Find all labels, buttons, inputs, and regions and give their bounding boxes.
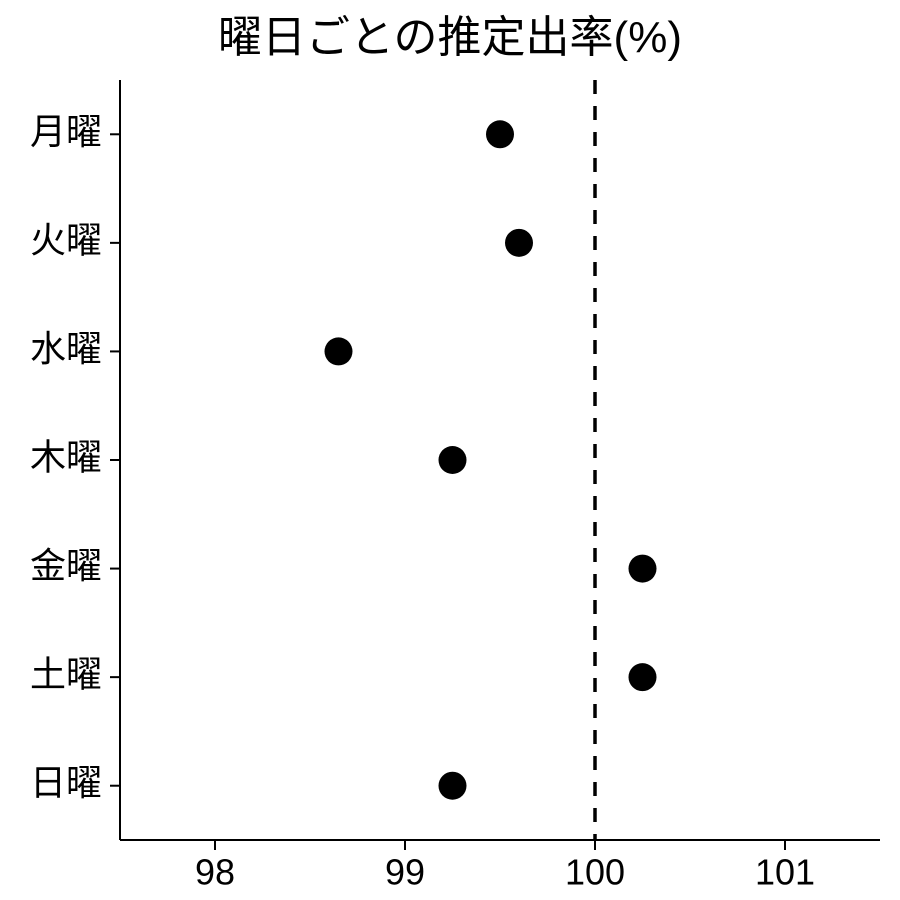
y-tick-label: 日曜 [30, 762, 102, 803]
data-point [439, 446, 467, 474]
data-point [486, 120, 514, 148]
y-tick-label: 水曜 [30, 328, 102, 369]
data-point [505, 229, 533, 257]
data-point [325, 337, 353, 365]
dot-chart: 曜日ごとの推定出率(%) 月曜火曜水曜木曜金曜土曜日曜 98 99 100 101 [0, 0, 900, 900]
data-point [629, 555, 657, 583]
y-tick-label: 火曜 [30, 219, 102, 260]
y-tick-label: 木曜 [30, 437, 102, 478]
x-tick-label: 99 [385, 851, 425, 892]
y-tick-label: 土曜 [30, 654, 102, 695]
x-tick-label: 101 [755, 851, 815, 892]
x-tick-label: 100 [565, 851, 625, 892]
data-point [439, 772, 467, 800]
x-tick-label: 98 [195, 851, 235, 892]
y-tick-label: 金曜 [30, 545, 102, 586]
data-point [629, 663, 657, 691]
chart-container: 曜日ごとの推定出率(%) 月曜火曜水曜木曜金曜土曜日曜 98 99 100 101 [0, 0, 900, 900]
y-tick-label: 月曜 [30, 111, 102, 152]
chart-title: 曜日ごとの推定出率(%) [218, 13, 682, 62]
